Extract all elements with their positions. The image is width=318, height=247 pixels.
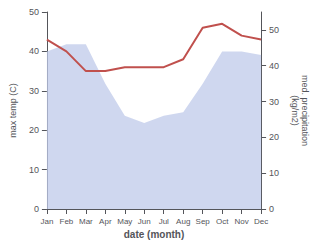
svg-text:Apr: Apr (99, 217, 112, 226)
svg-text:Sep: Sep (196, 217, 211, 226)
svg-text:Jun: Jun (138, 217, 151, 226)
svg-text:Dec: Dec (254, 217, 268, 226)
svg-text:50: 50 (269, 25, 279, 35)
svg-text:10: 10 (269, 168, 279, 178)
svg-text:0: 0 (269, 204, 274, 214)
svg-text:Nov: Nov (235, 217, 249, 226)
svg-text:20: 20 (269, 132, 279, 142)
svg-text:50: 50 (29, 7, 39, 17)
svg-text:40: 40 (269, 61, 279, 71)
svg-text:Jul: Jul (159, 217, 169, 226)
svg-text:(kg/m2): (kg/m2) (290, 95, 300, 126)
svg-text:Mar: Mar (79, 217, 93, 226)
svg-text:max temp (C): max temp (C) (8, 83, 18, 138)
svg-text:May: May (117, 217, 132, 226)
svg-text:30: 30 (269, 97, 279, 107)
svg-text:10: 10 (29, 165, 39, 175)
svg-text:date (month): date (month) (124, 229, 185, 240)
svg-text:20: 20 (29, 125, 39, 135)
svg-text:0: 0 (34, 204, 39, 214)
svg-text:40: 40 (29, 46, 39, 56)
svg-text:Feb: Feb (59, 217, 73, 226)
svg-text:med. precipitation: med. precipitation (300, 75, 310, 146)
svg-text:30: 30 (29, 86, 39, 96)
svg-text:Jan: Jan (40, 217, 53, 226)
svg-text:Oct: Oct (216, 217, 229, 226)
svg-text:Aug: Aug (176, 217, 190, 226)
